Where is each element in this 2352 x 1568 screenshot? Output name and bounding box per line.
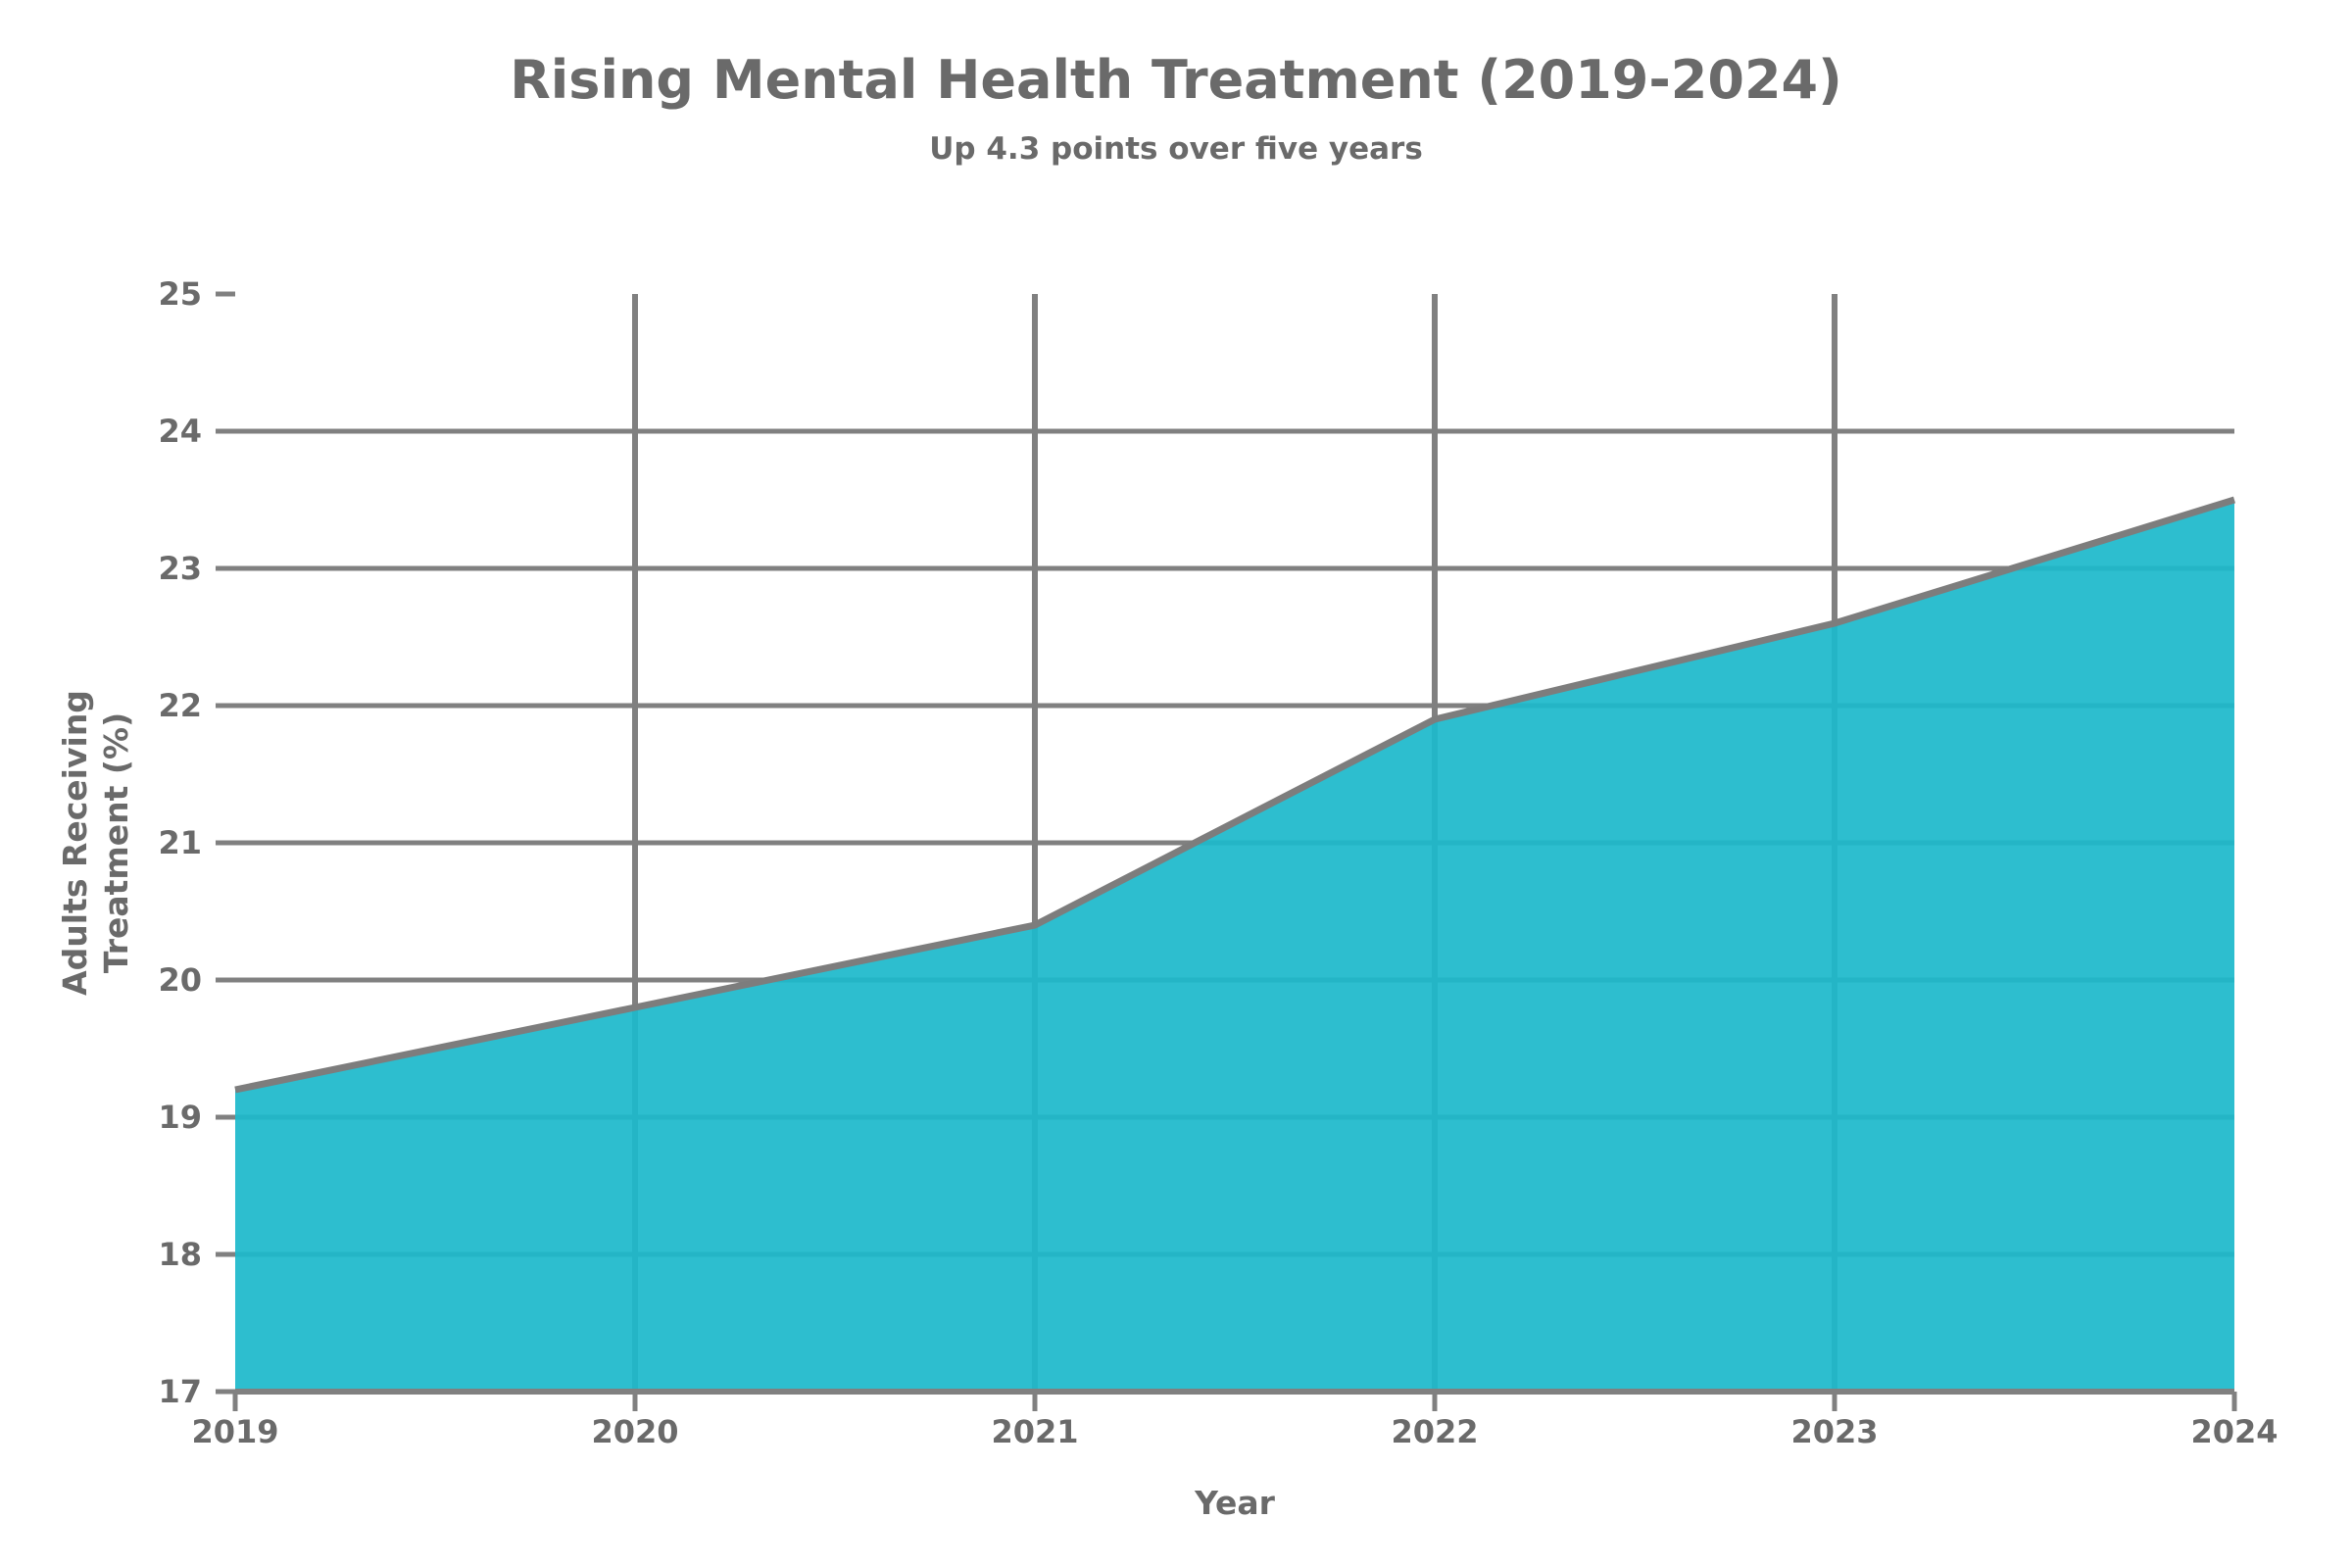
x-axis-label: Year xyxy=(1194,1484,1276,1522)
y-tick-label: 24 xyxy=(158,413,202,450)
y-tick-label: 23 xyxy=(158,550,202,587)
y-axis-label-line1: Adults Receiving xyxy=(56,690,94,996)
y-tick-label: 25 xyxy=(158,275,202,313)
y-tick-label: 17 xyxy=(158,1373,202,1410)
y-tick-label: 18 xyxy=(158,1236,202,1273)
x-tick-label: 2024 xyxy=(2190,1413,2278,1450)
area-series xyxy=(234,496,2236,1392)
axes xyxy=(216,291,2237,1411)
chart-subtitle: Up 4.3 points over five years xyxy=(929,131,1423,167)
y-tick-label: 20 xyxy=(158,961,202,999)
y-tick-label: 22 xyxy=(158,687,202,724)
x-tick-label: 2019 xyxy=(191,1413,278,1450)
x-tick-label: 2021 xyxy=(991,1413,1078,1450)
area-fill xyxy=(235,500,2234,1392)
x-tick-label: 2022 xyxy=(1391,1413,1478,1450)
chart-title: Rising Mental Health Treatment (2019-202… xyxy=(510,49,1842,111)
y-axis-label-line2: Treatment (%) xyxy=(97,712,135,973)
x-tick-label: 2023 xyxy=(1790,1413,1878,1450)
series-line xyxy=(234,496,2236,1094)
x-tick-label: 2020 xyxy=(591,1413,678,1450)
y-tick-label: 19 xyxy=(158,1099,202,1136)
y-tick-label: 21 xyxy=(158,824,202,861)
